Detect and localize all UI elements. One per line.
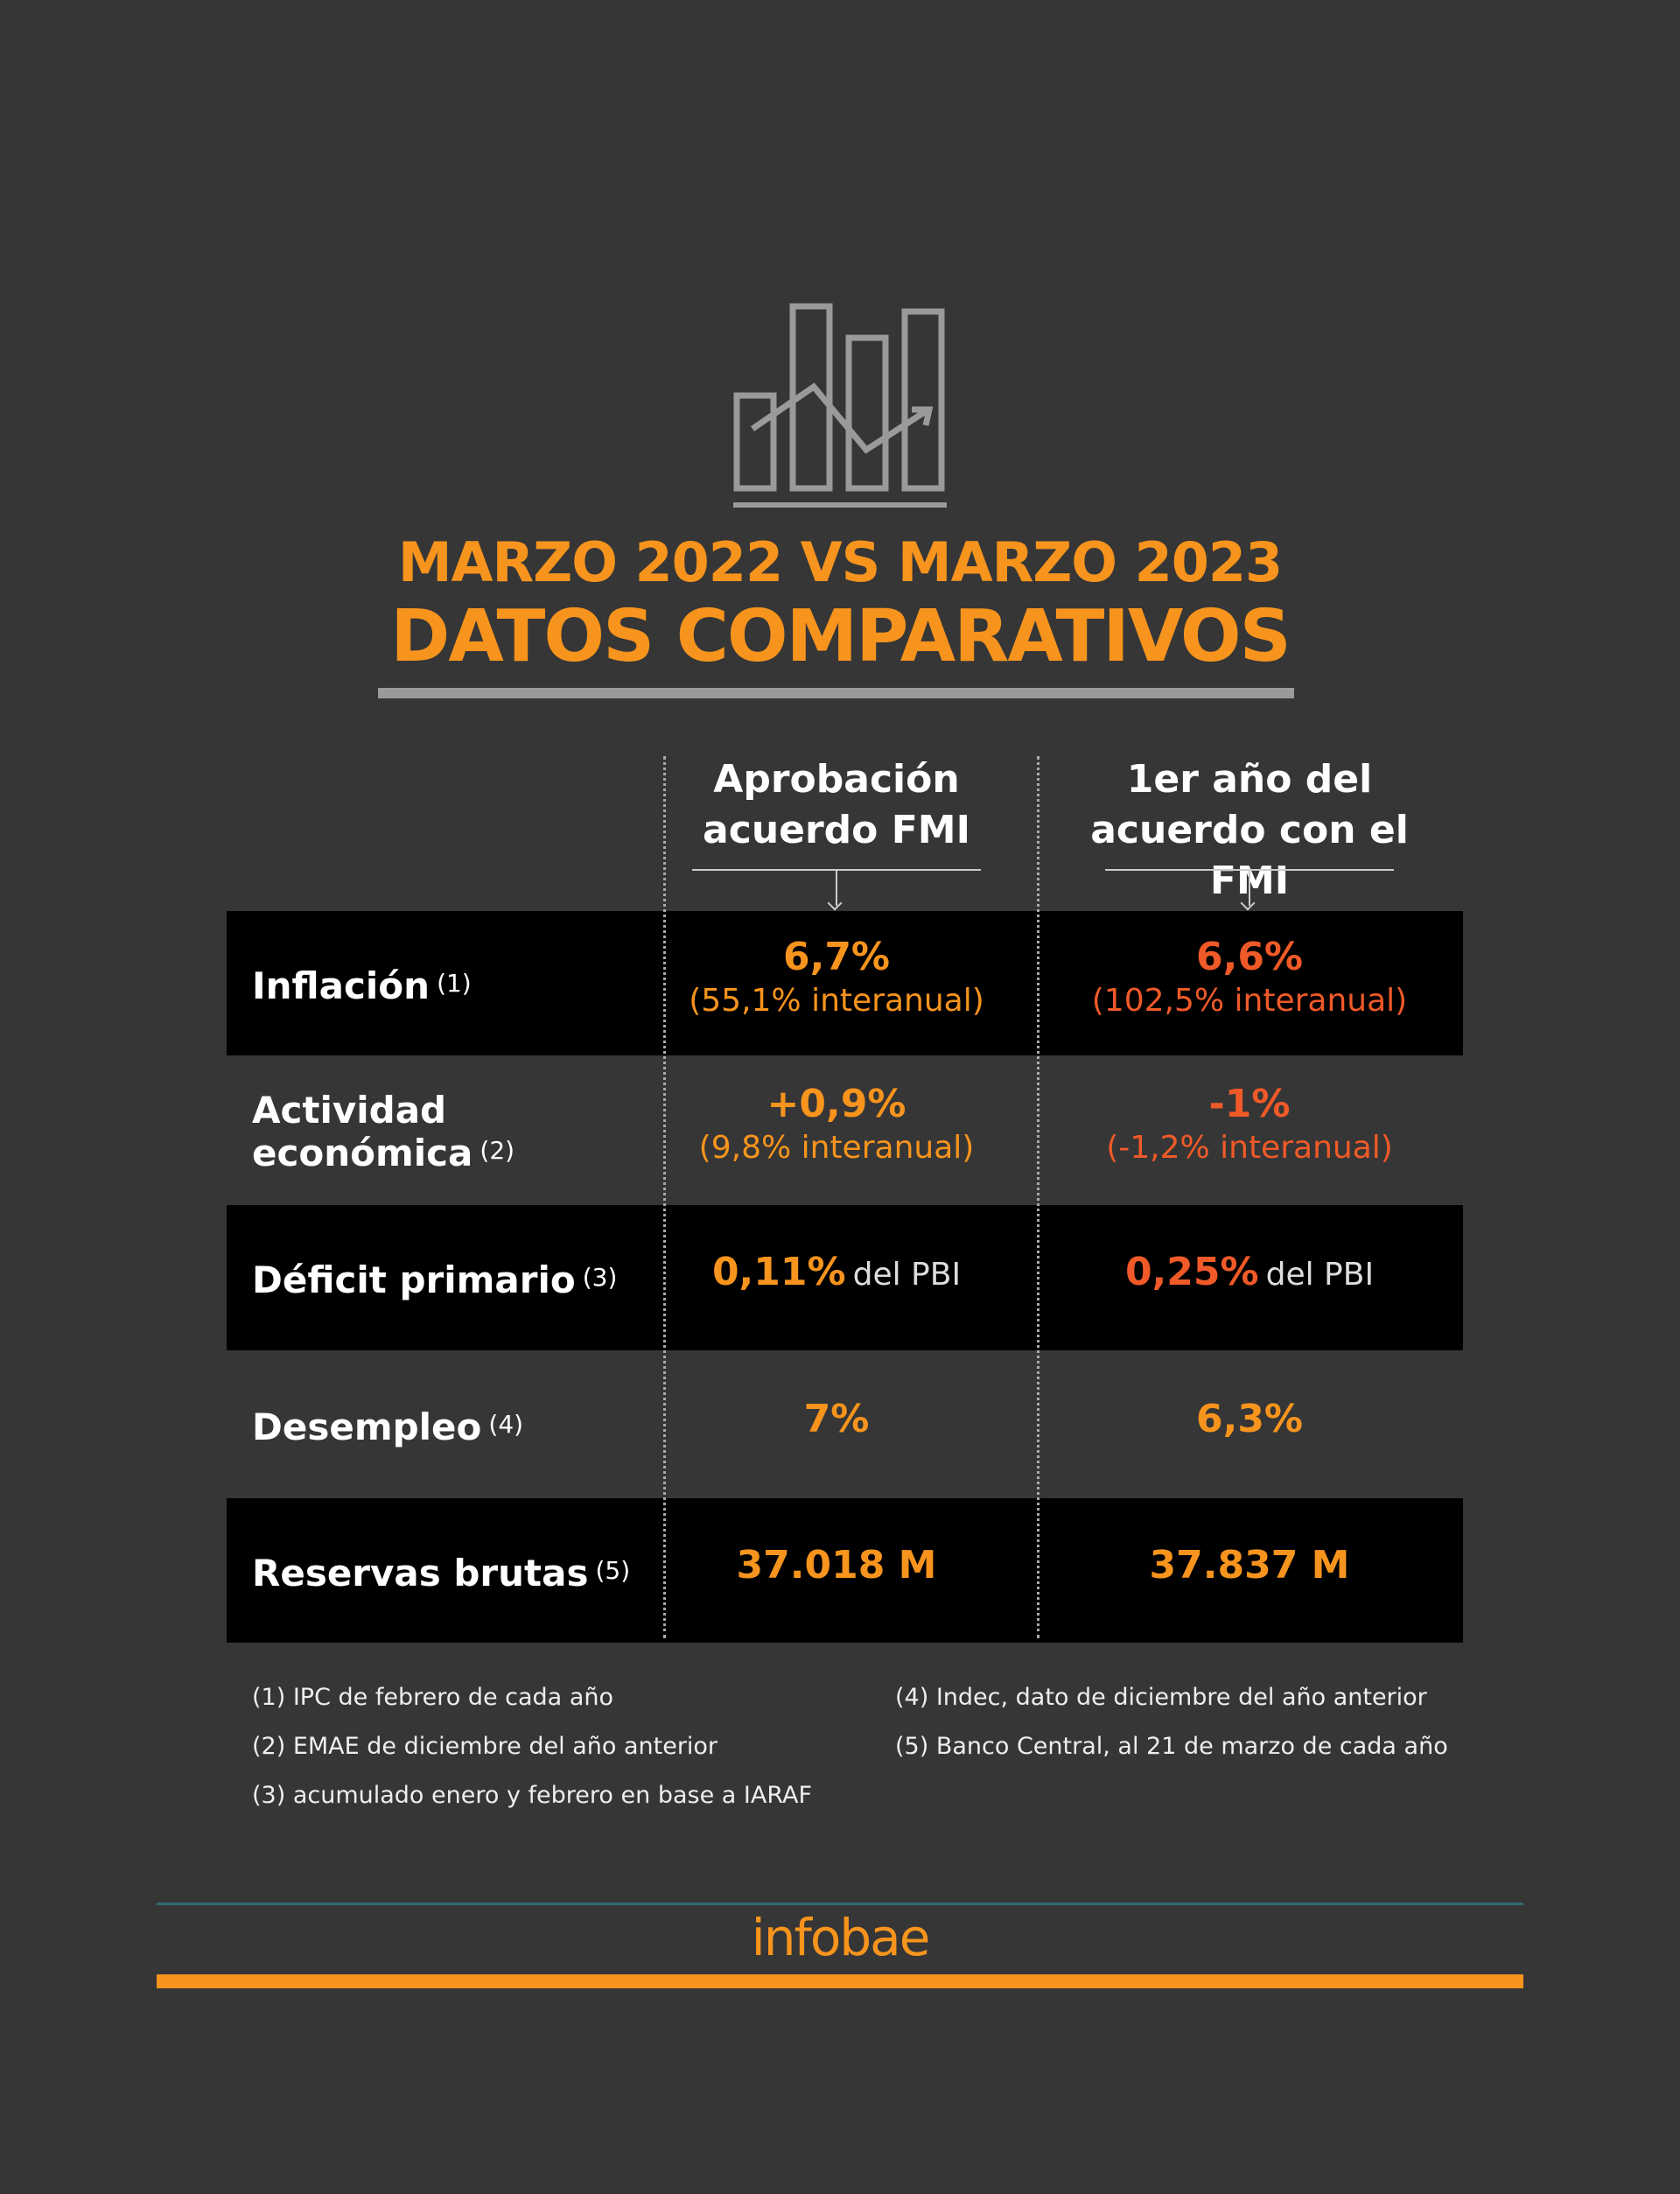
label-line: económica (2) xyxy=(252,1131,514,1174)
label-note: (2) xyxy=(480,1135,515,1165)
label-line: Actividad xyxy=(252,1090,514,1131)
subtitle: DATOS COMPARATIVOS xyxy=(390,595,1291,678)
value-cell: 6,3% xyxy=(1048,1397,1451,1442)
label-line: Reservas brutas (5) xyxy=(252,1551,630,1594)
value: 37.018 M xyxy=(736,1542,937,1588)
row-label: Desempleo (4) xyxy=(252,1405,523,1447)
value: +0,9% xyxy=(766,1081,906,1126)
header-line: acuerdo FMI xyxy=(703,808,970,852)
value-cell: 0,11% del PBI xyxy=(635,1250,1038,1298)
value-suffix: del PBI xyxy=(852,1257,962,1293)
header-arrowhead xyxy=(827,895,843,911)
label-line: Desempleo (4) xyxy=(252,1405,523,1447)
value-cell: +0,9% (9,8% interanual) xyxy=(635,1082,1038,1169)
label-note: (4) xyxy=(488,1409,524,1439)
label-text: Déficit primario xyxy=(252,1258,576,1301)
value-cell: 6,6% (102,5% interanual) xyxy=(1048,935,1451,1022)
value: 6,6% xyxy=(1195,934,1304,979)
header-rule xyxy=(1105,869,1394,871)
value: 37.837 M xyxy=(1149,1542,1350,1588)
label-line: Déficit primario (3) xyxy=(252,1258,617,1300)
chart-icon xyxy=(733,303,947,508)
column-header: Aprobación acuerdo FMI xyxy=(635,754,1038,856)
title-underline xyxy=(378,688,1294,698)
value: 6,3% xyxy=(1195,1396,1304,1441)
footnote: (1) IPC de febrero de cada año xyxy=(252,1684,613,1711)
value-cell: 6,7% (55,1% interanual) xyxy=(635,935,1038,1022)
row-label: Actividad económica (2) xyxy=(252,1090,514,1174)
header-arrow xyxy=(1249,871,1250,906)
value-main: 0,25% del PBI xyxy=(1048,1250,1451,1298)
value-main: +0,9% xyxy=(635,1082,1038,1127)
footnote: (4) Indec, dato de diciembre del año ant… xyxy=(895,1684,1427,1711)
footnote: (3) acumulado enero y febrero en base a … xyxy=(252,1782,812,1809)
label-text: Inflación xyxy=(252,964,430,1007)
header-rule xyxy=(692,869,981,871)
value-main: 37.837 M xyxy=(1048,1543,1451,1588)
value-cell: 0,25% del PBI xyxy=(1048,1250,1451,1298)
value-cell: 37.837 M xyxy=(1048,1543,1451,1588)
header-line: 1er año del xyxy=(1126,757,1373,802)
value-main: -1% xyxy=(1048,1082,1451,1127)
footnote: (5) Banco Central, al 21 de marzo de cad… xyxy=(895,1733,1448,1760)
title: MARZO 2022 VS MARZO 2023 xyxy=(397,530,1283,594)
label-text: Desempleo xyxy=(252,1405,482,1448)
logo: infobae xyxy=(751,1908,931,1967)
header-arrow xyxy=(836,871,837,906)
column-header: 1er año del acuerdo con el FMI xyxy=(1048,754,1451,907)
header-line: acuerdo con el FMI xyxy=(1090,808,1409,903)
column-separator xyxy=(663,756,666,1638)
label-note: (5) xyxy=(595,1555,631,1585)
header-line: Aprobación xyxy=(713,757,960,802)
label-text: Actividad xyxy=(252,1088,447,1132)
row-background xyxy=(227,1205,1463,1350)
value: -1% xyxy=(1208,1081,1291,1126)
value-sub: (9,8% interanual) xyxy=(698,1129,975,1166)
value-main: 6,3% xyxy=(1048,1397,1451,1442)
footnote: (2) EMAE de diciembre del año anterior xyxy=(252,1733,718,1760)
value-suffix: del PBI xyxy=(1265,1257,1375,1293)
value-main: 6,6% xyxy=(1048,935,1451,980)
row-background xyxy=(227,911,1463,1055)
value: 0,11% xyxy=(711,1250,846,1294)
value-main: 7% xyxy=(635,1397,1038,1442)
row-label: Déficit primario (3) xyxy=(252,1258,617,1300)
label-note: (1) xyxy=(437,968,472,998)
value: 6,7% xyxy=(782,934,891,979)
label-line: Inflación (1) xyxy=(252,964,472,1006)
label-note: (3) xyxy=(582,1263,618,1292)
value-sub: (-1,2% interanual) xyxy=(1106,1129,1393,1166)
value-main: 6,7% xyxy=(635,935,1038,980)
row-background xyxy=(227,1498,1463,1643)
divider xyxy=(157,1903,1523,1905)
row-label: Reservas brutas (5) xyxy=(252,1551,630,1594)
label-text: económica xyxy=(252,1131,473,1174)
footer-bar xyxy=(157,1974,1523,1988)
value-cell: -1% (-1,2% interanual) xyxy=(1048,1082,1451,1169)
column-separator xyxy=(1037,756,1040,1638)
value-main: 37.018 M xyxy=(635,1543,1038,1588)
value-main: 0,11% del PBI xyxy=(635,1250,1038,1298)
value-cell: 37.018 M xyxy=(635,1543,1038,1588)
row-label: Inflación (1) xyxy=(252,964,472,1006)
value-sub: (102,5% interanual) xyxy=(1091,982,1408,1019)
value-sub: (55,1% interanual) xyxy=(689,982,984,1019)
value: 0,25% xyxy=(1124,1250,1259,1294)
value-cell: 7% xyxy=(635,1397,1038,1442)
value: 7% xyxy=(803,1396,870,1441)
label-text: Reservas brutas xyxy=(252,1551,589,1595)
